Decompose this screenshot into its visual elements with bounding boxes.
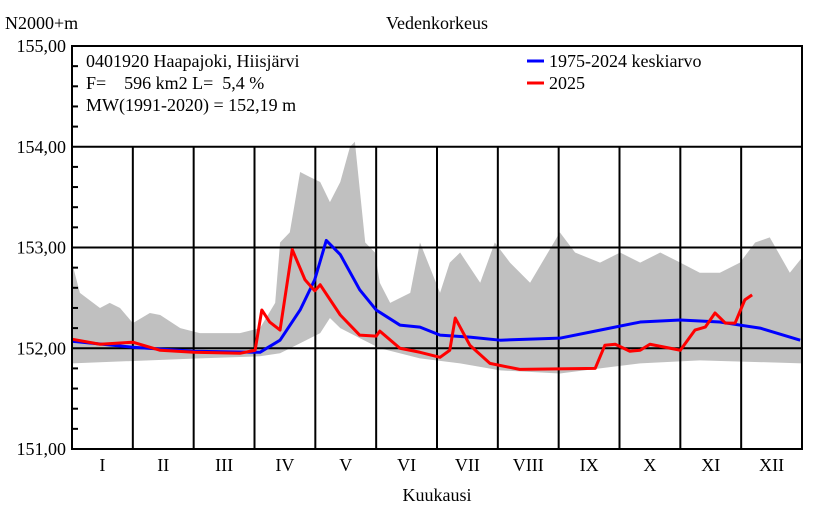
month-label: VII [455,455,480,475]
chart-title: Vedenkorkeus [386,13,488,33]
month-label: III [215,455,233,475]
area-info: F= 596 km2 L= 5,4 % [86,73,264,93]
y-tick-label: 154,00 [17,137,67,157]
station-name: 0401920 Haapajoki, Hiisjärvi [86,51,299,71]
month-label: VIII [513,455,544,475]
month-label: VI [397,455,416,475]
plot-frame [71,45,803,450]
month-label: V [339,455,352,475]
y-tick-label: 155,00 [17,36,67,56]
y-axis-label: N2000+m [5,13,78,33]
month-label: IV [275,455,294,475]
month-label: XII [759,455,784,475]
y-tick-label: 153,00 [17,238,67,258]
y-ticks: 155,00 154,00 153,00 152,00 151,00 [17,36,78,459]
y-tick-label: 152,00 [17,338,67,358]
x-axis-label: Kuukausi [403,485,472,505]
legend-label-2025: 2025 [549,73,585,93]
x-ticks: I II III IV V VI VII VIII IX X XI XII [99,455,784,475]
month-label: II [157,455,169,475]
series-line-mean [71,238,801,354]
month-label: X [643,455,656,475]
info-box: 0401920 Haapajoki, Hiisjärvi F= 596 km2 … [86,51,299,116]
mean-water-level: MW(1991-2020) = 152,19 m [86,95,296,116]
grid-group [72,145,802,449]
legend: 1975-2024 keskiarvo 2025 [527,51,701,93]
month-label: XI [701,455,720,475]
month-label: I [99,455,105,475]
series-group [71,238,801,371]
month-label: IX [580,455,599,475]
legend-label-mean: 1975-2024 keskiarvo [549,51,701,71]
series-line-2025 [71,248,753,371]
y-tick-label: 151,00 [17,439,67,459]
